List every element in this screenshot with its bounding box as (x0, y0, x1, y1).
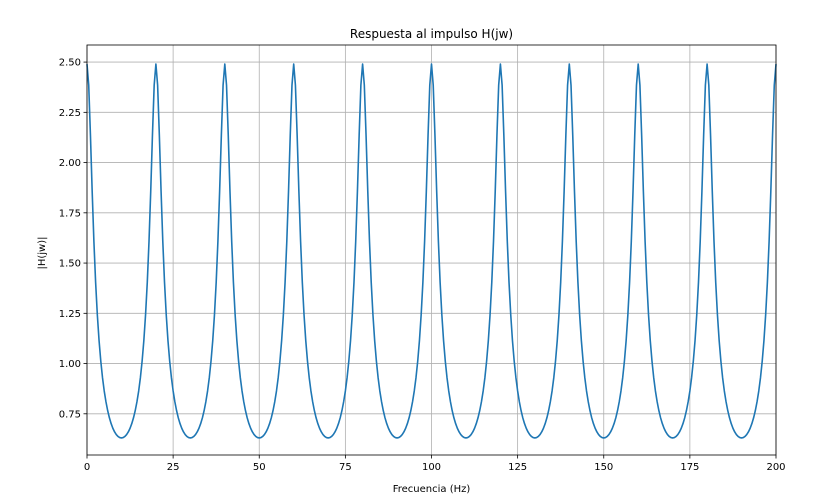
y-tick-label: 1.00 (59, 359, 81, 370)
x-tick-label: 150 (594, 462, 613, 473)
x-axis-label: Frecuencia (Hz) (393, 484, 471, 495)
x-axis: 0 25 50 75 100 125 150 175 200 (84, 455, 786, 473)
y-tick-label: 1.50 (59, 259, 81, 270)
y-tick-label: 2.25 (59, 108, 81, 119)
x-tick-label: 25 (167, 462, 180, 473)
series-line (86, 63, 777, 439)
chart-title: Respuesta al impulso H(jw) (350, 27, 513, 41)
y-axis-label: |H(jw)| (37, 236, 48, 269)
grid (86, 45, 777, 455)
x-tick-label: 175 (680, 462, 699, 473)
series-layer (86, 63, 777, 439)
y-tick-label: 1.25 (59, 309, 81, 320)
y-tick-label: 2.00 (59, 158, 81, 169)
x-tick-label: 0 (84, 462, 90, 473)
y-tick-label: 1.75 (59, 208, 81, 219)
y-tick-label: 0.75 (59, 409, 81, 420)
x-tick-label: 100 (422, 462, 441, 473)
x-tick-label: 125 (508, 462, 527, 473)
x-tick-label: 75 (339, 462, 352, 473)
x-tick-label: 200 (766, 462, 785, 473)
x-tick-label: 50 (253, 462, 266, 473)
y-tick-label: 2.50 (59, 58, 81, 69)
y-axis: 0.75 1.00 1.25 1.50 1.75 2.00 2.25 2.50 (59, 58, 87, 420)
